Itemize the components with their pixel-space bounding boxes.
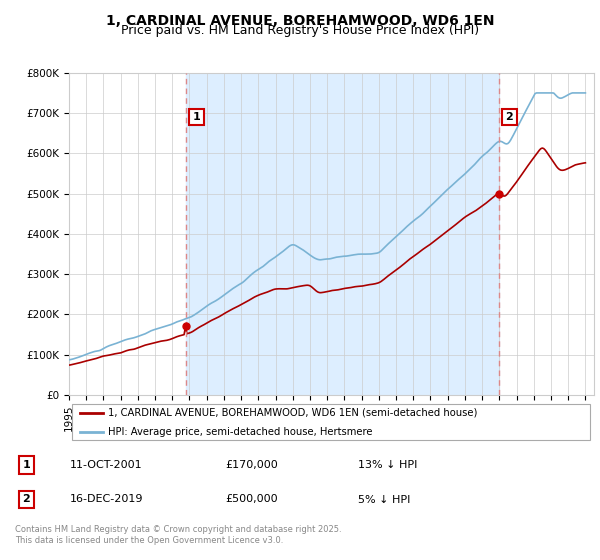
Text: 16-DEC-2019: 16-DEC-2019	[70, 494, 143, 505]
Bar	[186, 73, 499, 395]
Text: 13% ↓ HPI: 13% ↓ HPI	[358, 460, 417, 470]
Text: 1, CARDINAL AVENUE, BOREHAMWOOD, WD6 1EN: 1, CARDINAL AVENUE, BOREHAMWOOD, WD6 1EN	[106, 14, 494, 28]
FancyBboxPatch shape	[71, 404, 590, 440]
Text: £170,000: £170,000	[225, 460, 278, 470]
Text: Contains HM Land Registry data © Crown copyright and database right 2025.
This d: Contains HM Land Registry data © Crown c…	[15, 525, 341, 545]
Text: 11-OCT-2001: 11-OCT-2001	[70, 460, 142, 470]
Text: 1: 1	[23, 460, 30, 470]
Text: 2: 2	[506, 112, 513, 122]
Text: 1, CARDINAL AVENUE, BOREHAMWOOD, WD6 1EN (semi-detached house): 1, CARDINAL AVENUE, BOREHAMWOOD, WD6 1EN…	[109, 408, 478, 418]
Text: Price paid vs. HM Land Registry's House Price Index (HPI): Price paid vs. HM Land Registry's House …	[121, 24, 479, 37]
Text: 1: 1	[193, 112, 200, 122]
Text: HPI: Average price, semi-detached house, Hertsmere: HPI: Average price, semi-detached house,…	[109, 427, 373, 436]
Text: 2: 2	[23, 494, 30, 505]
Text: £500,000: £500,000	[225, 494, 278, 505]
Text: 5% ↓ HPI: 5% ↓ HPI	[358, 494, 410, 505]
